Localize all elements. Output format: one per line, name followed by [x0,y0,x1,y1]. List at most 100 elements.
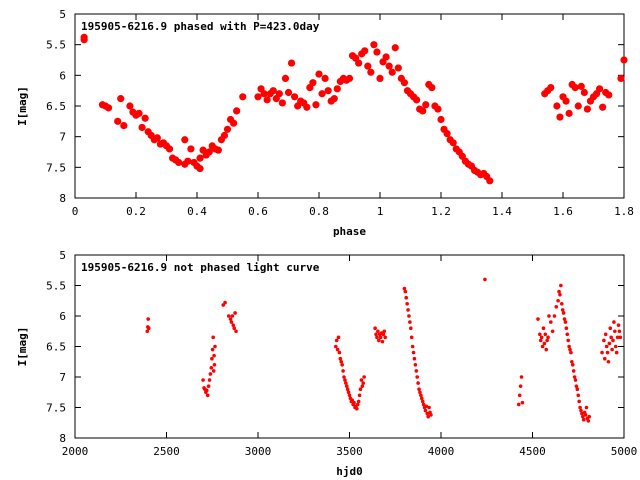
data-point [360,384,365,388]
data-point [339,359,344,364]
data-point [213,344,217,349]
chart-title: 195905-6216.9 phased with P=423.0day [81,20,320,33]
data-point [516,402,521,407]
x-tick-label: 1.4 [492,205,512,218]
data-point [138,123,146,132]
data-point [599,103,607,111]
data-point [337,350,342,355]
data-point [233,107,241,115]
data-point [564,326,569,331]
data-point [341,369,345,373]
data-point [573,378,578,382]
data-point [214,146,222,154]
y-tick-label: 6 [59,310,66,323]
data-point [571,369,576,373]
data-point [340,363,344,367]
data-point [609,335,613,340]
data-point [565,332,570,337]
data-point [419,396,424,401]
data-point [581,414,585,419]
data-point [550,329,555,334]
data-point [421,402,426,407]
data-point [201,378,205,382]
data-point [566,338,570,343]
data-point [126,102,134,110]
y-tick-label: 7.5 [46,402,66,415]
data-point [146,317,150,321]
data-point [281,74,290,82]
data-point [408,320,412,324]
data-point [234,329,238,334]
data-point [538,332,542,337]
data-point [570,359,574,364]
data-point [556,298,560,303]
x-tick-label: 1 [377,205,384,218]
data-point [361,381,366,385]
data-point [607,341,612,346]
data-point [309,79,317,87]
data-point [577,82,585,90]
data-point [312,101,320,109]
data-point [417,387,421,392]
data-point [361,47,369,55]
data-point [346,390,351,395]
data-point [407,314,411,318]
data-point [574,384,579,388]
data-point [209,366,214,370]
data-point [135,109,143,117]
data-point [620,56,628,64]
data-point [378,335,383,340]
data-point [409,335,414,340]
data-point [211,335,215,340]
data-point [583,105,592,113]
data-point [146,326,151,331]
data-point [370,41,378,49]
data-point [205,393,210,398]
data-point [580,411,584,416]
data-point [561,311,566,315]
data-point [559,283,563,288]
data-point [549,320,553,324]
data-point [610,347,614,352]
data-point [557,289,561,294]
data-point [230,119,238,127]
data-point [429,413,433,417]
data-point [212,353,216,358]
data-point [547,314,551,318]
y-tick-label: 7.5 [46,161,66,174]
data-point [223,125,232,133]
data-point [420,399,425,404]
data-point [574,102,582,110]
data-point [364,62,372,70]
unphased-light-curve-chart: 2000 2500 3000 3500 4000 4500 5000 5 5.5 6 6.5 7 7.5… [16,249,637,478]
data-point [210,356,214,361]
data-point [382,329,387,334]
data-point [616,323,621,327]
data-point [587,414,592,419]
data-point [546,335,550,340]
data-point [391,44,399,52]
data-point [617,74,625,82]
data-point [426,414,430,419]
data-point [226,314,231,318]
x-tick-label: 0.4 [187,205,207,218]
data-point [344,384,349,388]
data-point [330,95,338,103]
data-point [165,145,174,153]
data-point [231,323,236,327]
data-point [373,48,381,56]
chart-title: 195905-6216.9 not phased light curve [81,261,320,274]
data-point [275,90,283,98]
data-point [380,339,385,344]
x-tick-label: 0 [72,205,79,218]
data-point [345,387,350,392]
y-tick-label: 5.5 [46,39,66,52]
data-point [263,96,271,104]
data-point [114,117,122,125]
x-tick-label: 0.2 [126,205,146,218]
data-point [613,329,617,334]
data-point [562,317,567,321]
data-point [228,317,233,321]
data-point [208,372,213,376]
data-point [120,122,128,130]
